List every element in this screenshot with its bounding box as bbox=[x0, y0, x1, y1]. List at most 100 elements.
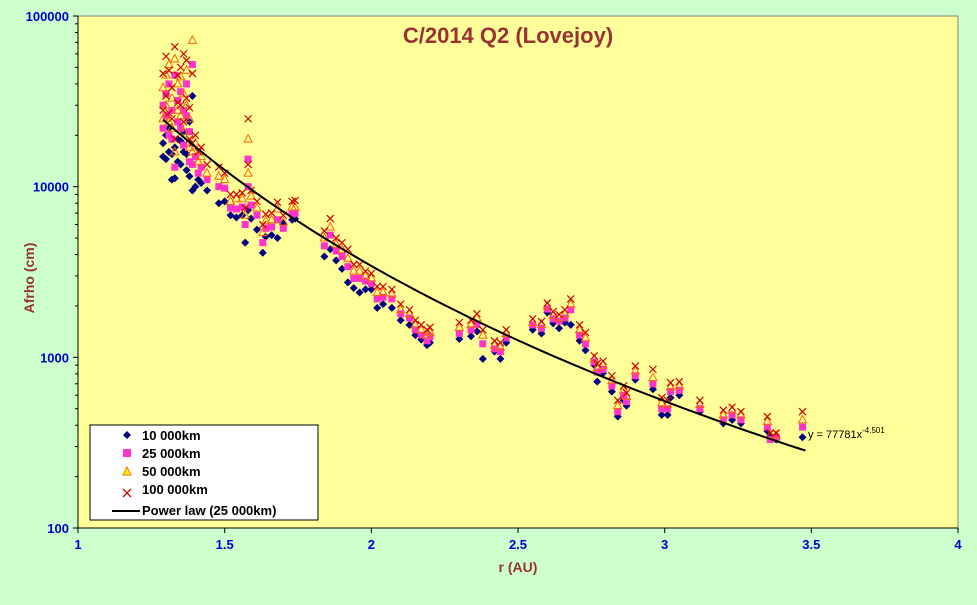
point-25000km bbox=[159, 124, 167, 132]
point-10000km bbox=[607, 387, 616, 396]
point-50000km bbox=[466, 318, 476, 328]
legend-label: 100 000km bbox=[142, 482, 208, 497]
point-50000km bbox=[762, 416, 773, 426]
point-50000km bbox=[181, 99, 192, 109]
point-100000km bbox=[772, 429, 781, 437]
point-50000km bbox=[648, 372, 658, 382]
point-100000km bbox=[426, 323, 434, 332]
point-25000km bbox=[473, 320, 481, 328]
legend-item-50000km: 50 000km bbox=[122, 464, 201, 479]
point-25000km bbox=[194, 169, 202, 177]
point-50000km bbox=[574, 324, 585, 334]
x-axis-label: r (AU) bbox=[499, 559, 538, 575]
fit-equation-base: y = 77781x bbox=[808, 429, 863, 441]
point-50000km bbox=[548, 309, 559, 319]
point-25000km bbox=[183, 80, 191, 88]
point-25000km bbox=[567, 306, 575, 314]
point-100000km bbox=[411, 316, 420, 325]
point-10000km bbox=[182, 150, 191, 159]
point-100000km bbox=[173, 71, 182, 80]
point-100000km bbox=[496, 338, 505, 347]
point-25000km bbox=[279, 224, 287, 232]
point-100000km bbox=[396, 300, 405, 309]
point-50000km bbox=[325, 221, 336, 231]
point-25000km bbox=[262, 224, 270, 232]
point-100000km bbox=[332, 234, 341, 242]
point-10000km bbox=[663, 410, 672, 419]
point-100000km bbox=[338, 238, 346, 247]
point-25000km bbox=[608, 382, 616, 390]
point-10000km bbox=[379, 300, 388, 309]
fit-equation: y = 77781x-4.501 bbox=[808, 426, 885, 441]
point-50000km bbox=[360, 270, 371, 280]
point-10000km bbox=[566, 320, 575, 329]
point-50000km bbox=[246, 190, 256, 200]
point-10000km bbox=[203, 186, 212, 195]
point-100000km bbox=[320, 227, 329, 235]
axes: 1 1.5 2 2.5 3 3.5 4 100 1000 10000 100000 bbox=[26, 9, 963, 552]
point-10000km bbox=[367, 285, 376, 294]
point-50000km bbox=[167, 92, 177, 102]
point-50000km bbox=[187, 146, 198, 156]
x-tick-label: 2.5 bbox=[509, 537, 527, 552]
x-tick-label: 3 bbox=[661, 537, 668, 552]
point-100000km bbox=[728, 403, 737, 412]
x-tick-label: 2 bbox=[368, 537, 375, 552]
power-law-fit-line bbox=[162, 118, 806, 452]
point-10000km bbox=[241, 238, 250, 247]
point-10000km bbox=[247, 214, 256, 223]
point-50000km bbox=[674, 380, 685, 390]
point-25000km bbox=[227, 204, 235, 212]
point-25000km bbox=[397, 310, 405, 318]
point-100000km bbox=[241, 204, 250, 212]
point-25000km bbox=[623, 398, 631, 406]
point-50000km bbox=[343, 252, 353, 262]
point-100000km bbox=[490, 336, 499, 345]
point-25000km bbox=[737, 416, 745, 424]
point-50000km bbox=[172, 104, 183, 114]
point-50000km bbox=[378, 286, 388, 296]
point-50000km bbox=[565, 298, 576, 308]
point-100000km bbox=[258, 220, 267, 229]
point-25000km bbox=[253, 211, 261, 219]
point-100000km bbox=[387, 285, 396, 294]
point-50000km bbox=[416, 324, 427, 334]
point-25000km bbox=[180, 141, 188, 149]
legend-item-10000km: 10 000km bbox=[123, 428, 201, 443]
point-25000km bbox=[537, 324, 545, 332]
point-10000km bbox=[197, 179, 206, 188]
point-50000km bbox=[202, 167, 212, 177]
point-50000km bbox=[169, 53, 180, 63]
point-50000km bbox=[366, 272, 377, 282]
point-50000km bbox=[656, 397, 667, 407]
point-10000km bbox=[478, 354, 487, 363]
point-100000km bbox=[537, 317, 546, 326]
point-50000km bbox=[422, 329, 432, 339]
point-100000km bbox=[182, 56, 191, 65]
point-100000km bbox=[675, 377, 684, 386]
point-25000km bbox=[232, 205, 240, 213]
point-50000km bbox=[158, 82, 168, 92]
point-50000km bbox=[178, 88, 189, 98]
point-100000km bbox=[232, 190, 241, 199]
point-100000km bbox=[167, 83, 176, 92]
legend-marker-square bbox=[123, 449, 131, 457]
point-25000km bbox=[350, 274, 358, 282]
point-100000km bbox=[176, 63, 185, 72]
point-10000km bbox=[167, 150, 176, 159]
point-25000km bbox=[614, 408, 622, 416]
point-50000km bbox=[630, 365, 641, 375]
point-25000km bbox=[496, 348, 504, 356]
point-25000km bbox=[162, 90, 170, 98]
point-100000km bbox=[478, 325, 487, 334]
point-100000km bbox=[566, 294, 575, 303]
point-25000km bbox=[373, 295, 381, 303]
point-100000km bbox=[182, 94, 191, 103]
series-100000km bbox=[159, 42, 807, 437]
point-25000km bbox=[696, 405, 704, 413]
point-50000km bbox=[665, 381, 676, 391]
point-25000km bbox=[667, 388, 675, 396]
point-100000km bbox=[555, 310, 563, 319]
point-50000km bbox=[187, 34, 198, 44]
